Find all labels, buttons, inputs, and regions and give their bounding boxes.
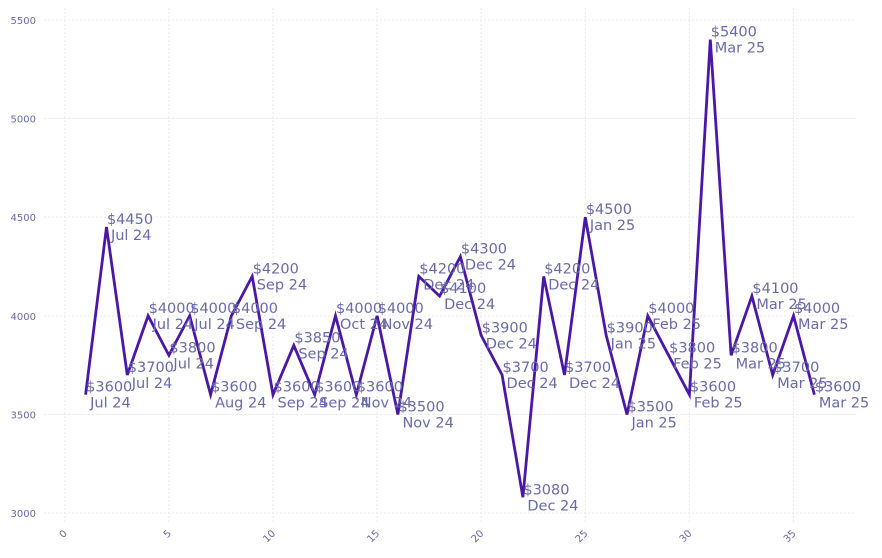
data-label-price: $3600: [815, 380, 861, 396]
data-label-price: $3500: [627, 399, 673, 415]
data-label-month: Jul 24: [193, 317, 235, 333]
data-label-month: Mar 25: [777, 376, 827, 392]
data-label-month: Jul 24: [89, 396, 131, 412]
x-tick-label: 35: [782, 528, 799, 545]
data-label-price: $4000: [794, 301, 840, 317]
data-label-month: Dec 24: [486, 337, 537, 353]
data-label-price: $3080: [523, 482, 569, 498]
data-label-price: $4200: [544, 261, 590, 277]
price-series: [84, 39, 816, 498]
y-tick-label: 4000: [11, 312, 36, 323]
x-tick-label: 5: [162, 528, 174, 540]
data-label-month: Mar 25: [736, 356, 786, 372]
data-label-month: Oct 24: [340, 317, 388, 333]
price-line: [84, 39, 816, 498]
axis-ticks: 3000 3500 4000 4500 5000 5500 0 5 10 15 20 25 30 35: [11, 16, 799, 545]
data-label-month: Dec 24: [569, 376, 620, 392]
data-label-price: $4100: [752, 281, 798, 297]
data-label-price: $3600: [274, 380, 320, 396]
data-label-month: Feb 25: [652, 317, 701, 333]
data-label-month: Dec 24: [527, 498, 578, 514]
data-label-price: $3600: [86, 380, 132, 396]
y-tick-label: 4500: [11, 213, 36, 224]
data-label-month: Sep 24: [236, 317, 286, 333]
data-label-price: $3900: [482, 321, 528, 337]
x-tick-label: 10: [261, 528, 278, 545]
data-label-month: Dec 24: [444, 297, 495, 313]
data-label-price: $3700: [565, 360, 611, 376]
data-label-month: Jul 24: [110, 228, 152, 244]
data-label-month: Jul 24: [131, 376, 173, 392]
data-label-month: Mar 25: [715, 41, 765, 57]
data-label-month: Dec 24: [465, 258, 516, 274]
data-label-month: Nov 24: [382, 317, 433, 333]
data-label-month: Nov 24: [402, 415, 453, 431]
data-label-price: $5400: [711, 25, 757, 41]
x-tick-label: 20: [470, 528, 487, 545]
y-tick-label: 3500: [11, 410, 36, 421]
data-label-month: Dec 24: [423, 277, 474, 293]
data-label-month: Sep 24: [257, 277, 307, 293]
data-label-price: $3700: [503, 360, 549, 376]
data-label-price: $4450: [107, 212, 153, 228]
data-label-month: Mar 25: [798, 317, 848, 333]
data-label-price: $3800: [169, 340, 215, 356]
data-label-price: $4200: [253, 261, 299, 277]
x-tick-label: 25: [574, 528, 591, 545]
data-label-price: $3700: [128, 360, 174, 376]
data-label-month: Sep 24: [298, 346, 348, 362]
x-tick-label: 15: [365, 528, 382, 545]
data-label-price: $3600: [315, 380, 361, 396]
data-label-month: Jul 24: [152, 317, 194, 333]
data-label-month: Dec 24: [507, 376, 558, 392]
data-label-price: $3900: [607, 321, 653, 337]
data-label-month: Jul 24: [172, 356, 214, 372]
data-label-price: $4500: [586, 202, 632, 218]
y-tick-label: 3000: [11, 509, 36, 520]
y-tick-label: 5000: [11, 114, 36, 125]
data-label-price: $4000: [648, 301, 694, 317]
data-label-month: Aug 24: [215, 396, 266, 412]
data-label-month: Sep 24: [278, 396, 328, 412]
data-label-price: $4300: [461, 242, 507, 258]
data-label-month: Jan 25: [589, 218, 635, 234]
data-label-price: $3700: [773, 360, 819, 376]
data-label-month: Nov 24: [361, 396, 412, 412]
data-label-price: $4000: [336, 301, 382, 317]
data-label-price: $3800: [732, 340, 778, 356]
data-label-price: $4000: [378, 301, 424, 317]
data-label-price: $4000: [232, 301, 278, 317]
data-label-month: Dec 24: [548, 277, 599, 293]
data-label-month: Mar 25: [819, 396, 869, 412]
x-tick-label: 30: [678, 528, 695, 545]
x-tick-label: 0: [58, 528, 70, 540]
data-label-price: $3600: [211, 380, 257, 396]
data-label-month: Jan 25: [630, 415, 676, 431]
data-label-price: $4000: [149, 301, 195, 317]
data-label-price: $3600: [357, 380, 403, 396]
data-label-price: $3800: [669, 340, 715, 356]
data-label-month: Feb 25: [694, 396, 743, 412]
y-tick-label: 5500: [11, 16, 36, 27]
data-label-price: $4100: [440, 281, 486, 297]
data-label-price: $3850: [294, 330, 340, 346]
data-label-price: $4000: [190, 301, 236, 317]
data-label-price: $3600: [690, 380, 736, 396]
data-label-month: Sep 24: [319, 396, 369, 412]
data-label-month: Feb 25: [673, 356, 722, 372]
data-label-month: Jan 25: [610, 337, 656, 353]
data-label-price: $3500: [398, 399, 444, 415]
data-label-price: $4200: [419, 261, 465, 277]
data-label-month: Mar 25: [756, 297, 806, 313]
